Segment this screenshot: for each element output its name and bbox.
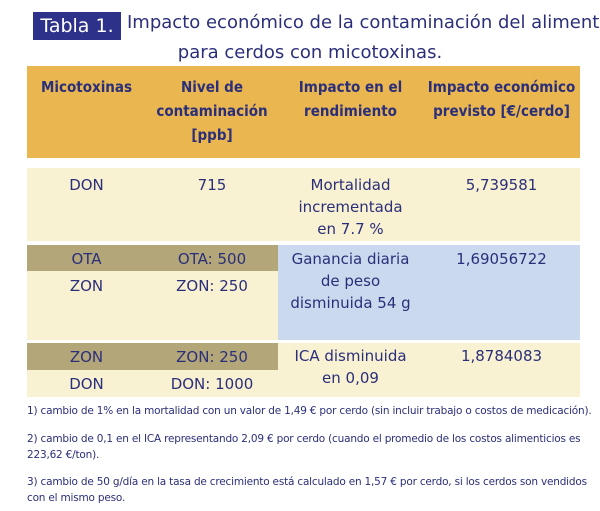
table-title-line2: para cerdos con micotoxinas. — [177, 42, 443, 63]
table-row-don — [27, 370, 278, 397]
table-group-fcr — [278, 343, 580, 397]
footnote-1: 1) cambio de 1% en la mortalidad con un … — [27, 405, 592, 417]
cell-mycotoxin: ZON — [69, 348, 104, 366]
cell-mycotoxin: ZON — [69, 277, 104, 295]
column-header-contamination-level: Nivel de contaminación [ppb] — [146, 66, 278, 158]
column-header-performance-impact-text: Impacto en el rendimiento — [298, 78, 403, 120]
column-header-performance-impact: Impacto en el rendimiento — [278, 66, 423, 158]
cell-level: OTA: 500 — [177, 250, 247, 268]
table-row-ota — [27, 245, 278, 271]
table-title-line1: Impacto económico de la contaminación de… — [127, 12, 600, 33]
column-header-economic-impact-text: Impacto económico previsto [€/cerdo] — [427, 78, 576, 120]
cell-level: ZON: 250 — [176, 277, 248, 295]
table-label: Tabla 1. — [33, 12, 121, 40]
cell-cost: 1,8784083 — [460, 347, 543, 365]
table-row-zon — [27, 343, 278, 370]
cell-impact: Ganancia diaria de peso disminuida 54 g — [290, 250, 411, 312]
cell-level: ZON: 250 — [176, 348, 248, 366]
table-group-weight-gain — [278, 245, 580, 340]
column-header-contamination-level-text: Nivel de contaminación [ppb] — [156, 78, 268, 144]
cell-cost: 1,69056722 — [456, 250, 547, 268]
table-row-zon — [27, 271, 278, 340]
cell-mycotoxin: DON — [69, 176, 104, 194]
footnote-2: 2) cambio de 0,1 en el ICA representando… — [27, 433, 581, 461]
column-header-mycotoxins: Micotoxinas — [27, 66, 146, 158]
column-header-economic-impact: Impacto económico previsto [€/cerdo] — [423, 66, 580, 158]
cell-level: 715 — [197, 176, 227, 194]
cell-impact: ICA disminuida en 0,09 — [294, 347, 407, 387]
cell-mycotoxin: DON — [69, 375, 104, 393]
table-row-don — [27, 168, 580, 241]
cell-mycotoxin: OTA — [71, 250, 102, 268]
cell-level: DON: 1000 — [170, 375, 254, 393]
cell-impact: Mortalidad incrementada en 7.7 % — [298, 176, 403, 238]
cell-cost: 5,739581 — [465, 176, 538, 194]
footnote-3: 3) cambio de 50 g/día en la tasa de crec… — [27, 476, 587, 504]
